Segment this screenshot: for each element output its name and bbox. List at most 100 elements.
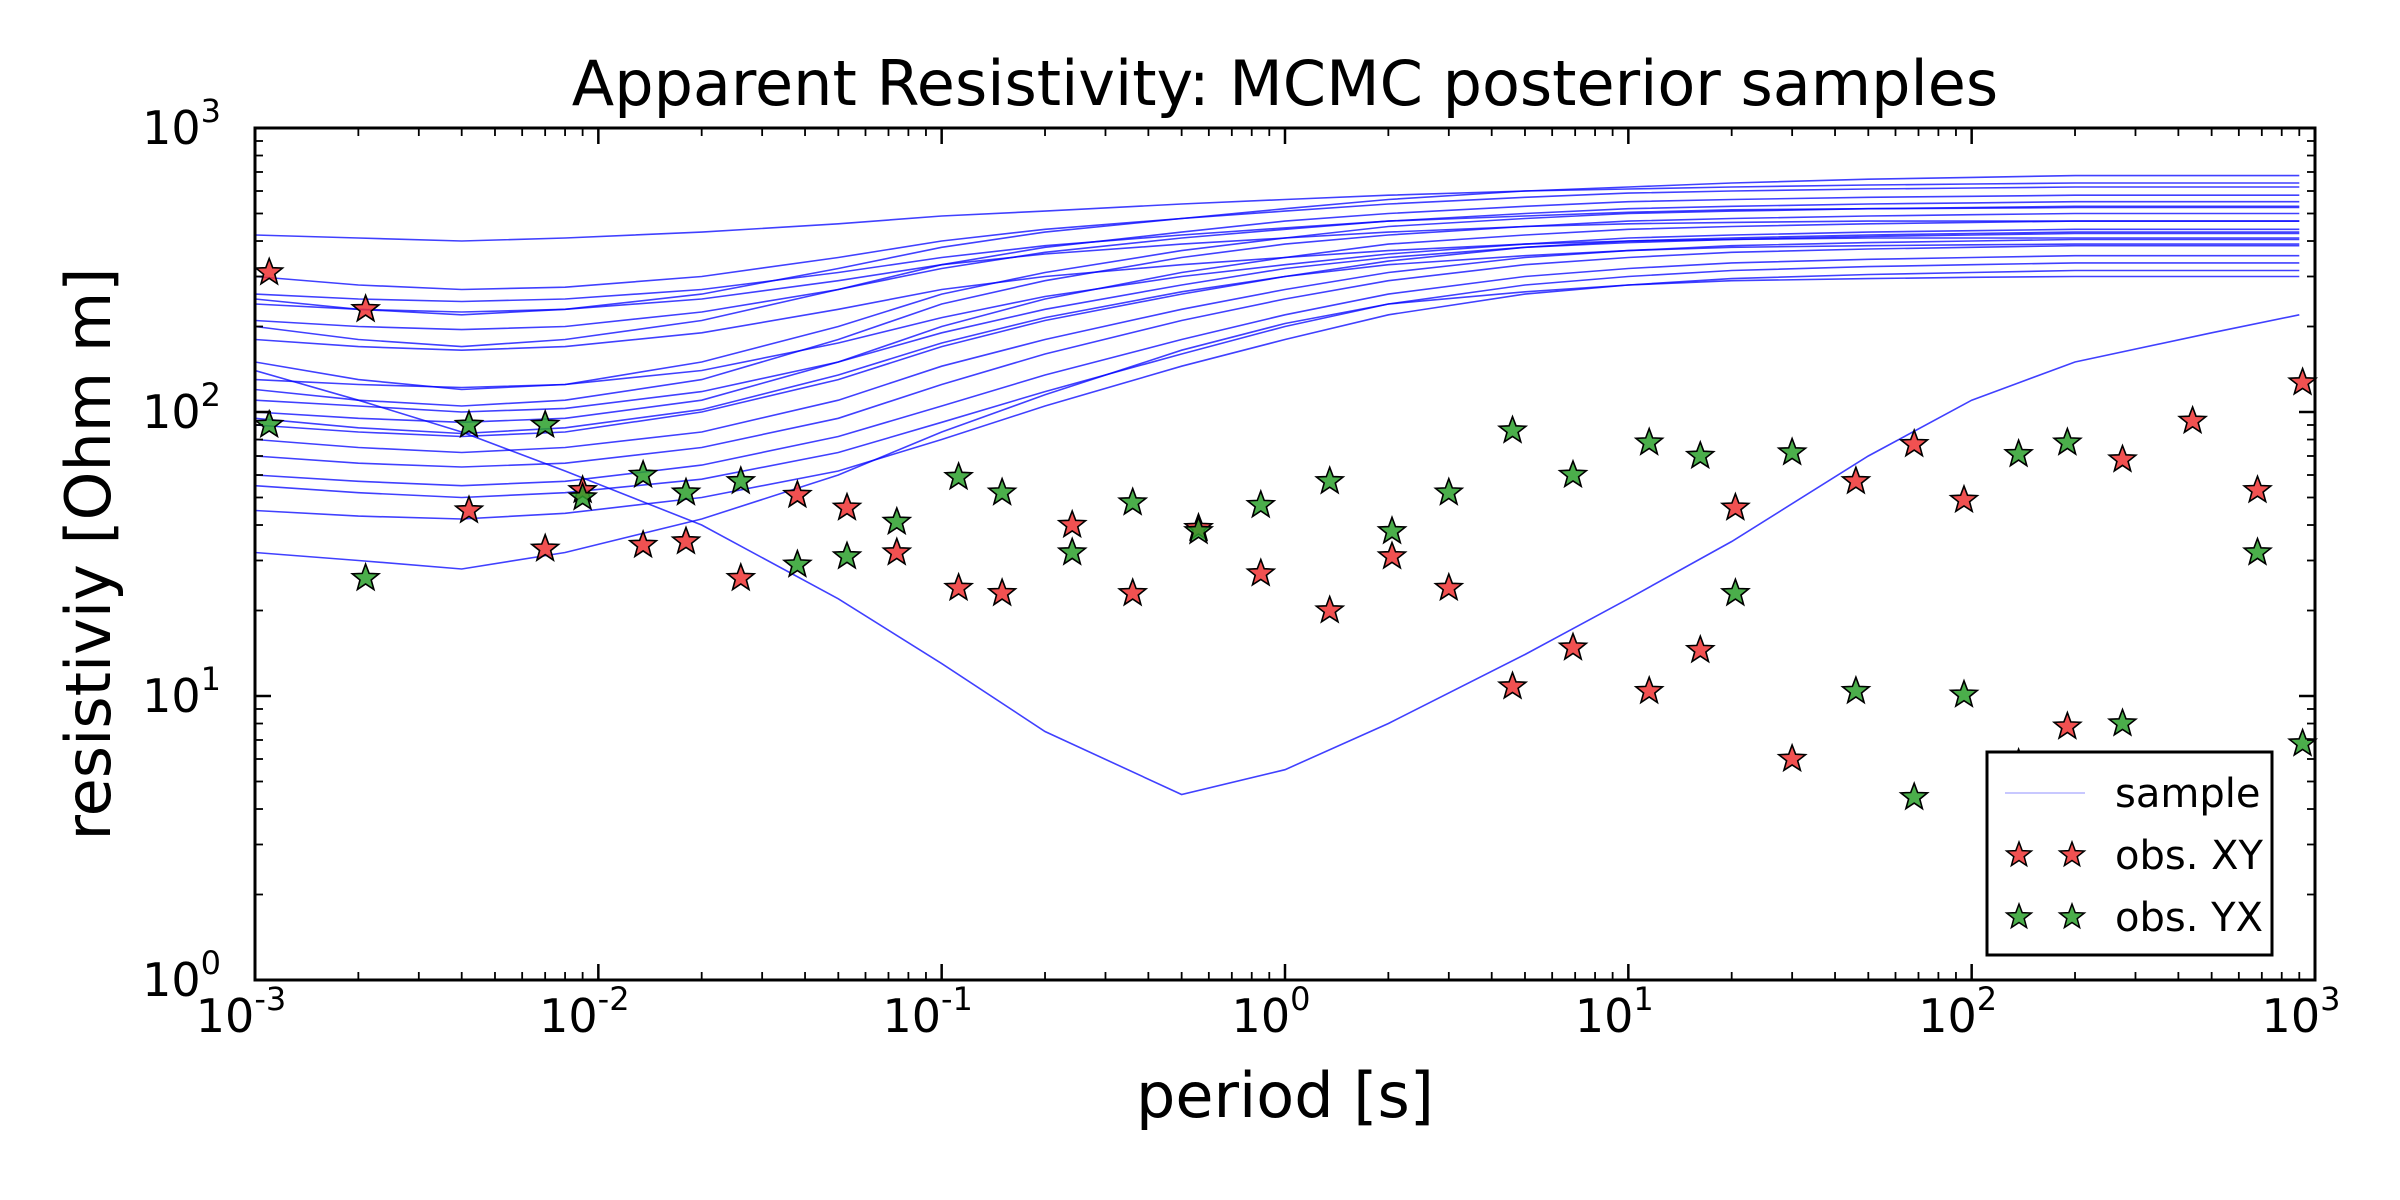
x-tick-label: 10-2: [539, 980, 629, 1043]
obs-yx-point: [986, 476, 1018, 506]
obs-xy-point: [1376, 540, 1408, 570]
obs-xy-point: [670, 525, 702, 555]
obs-yx-point: [350, 561, 382, 592]
obs-yx-point: [253, 408, 285, 439]
obs-xy-point: [725, 561, 757, 592]
obs-yx-point: [1898, 781, 1930, 811]
sample-line: [255, 275, 2300, 570]
obs-yx-point: [2107, 707, 2138, 737]
obs-yx-point: [670, 476, 702, 506]
legend-frame: [1985, 750, 2274, 957]
obs-yx-point: [1684, 439, 1716, 470]
obs-xy-point: [2051, 710, 2083, 740]
obs-yx-point: [567, 481, 599, 511]
x-tick-label: 10-3: [196, 980, 286, 1043]
obs-yx-point: [2003, 437, 2035, 468]
sample-line: [255, 212, 2300, 407]
obs-yx-point: [1776, 436, 1808, 466]
sample-line: [255, 314, 2300, 796]
sample-line: [255, 182, 2300, 242]
legend-star-swatch: [2057, 901, 2087, 930]
obs-xy-point: [1898, 427, 1930, 458]
sample-line: [255, 262, 2300, 499]
obs-yx-point: [1314, 464, 1346, 495]
y-tick-label: 100: [142, 944, 221, 1007]
obs-yx-point: [1056, 536, 1088, 566]
obs-xy-point: [1496, 670, 1529, 700]
x-tick-label: 10-1: [882, 980, 972, 1043]
sample-line: [255, 220, 2300, 313]
sample-line: [255, 186, 2300, 291]
obs-yx-point: [2287, 727, 2319, 757]
obs-yx-point: [1497, 414, 1529, 444]
obs-xy-point: [781, 478, 813, 509]
obs-xy-point: [831, 491, 863, 521]
obs-xy-point: [881, 536, 913, 566]
obs-xy-point: [1684, 633, 1716, 664]
sample-line: [255, 200, 2300, 331]
y-tick-label: 103: [142, 92, 221, 155]
obs-xy-point: [453, 494, 485, 524]
x-tick-label: 102: [1918, 980, 1997, 1043]
obs-xy-point: [1314, 594, 1346, 624]
obs-xy-point: [943, 571, 975, 602]
obs-yx-point: [1376, 514, 1408, 545]
obs-xy-point: [2287, 366, 2319, 396]
y-axis-label: resistiviy [Ohm m]: [52, 268, 125, 841]
obs-xy-point: [1948, 483, 1980, 514]
obs-yx-point: [1433, 476, 1465, 506]
obs-xy-point: [1840, 464, 1872, 495]
sample-line: [255, 244, 2300, 468]
obs-xy-point: [2242, 474, 2273, 504]
x-axis-label: period [s]: [1136, 1059, 1434, 1132]
obs-yx-point: [1557, 458, 1589, 489]
obs-yx-point: [2242, 536, 2273, 566]
obs-yx-point: [831, 540, 863, 570]
sample-line: [255, 254, 2300, 487]
obs-xy-point: [1557, 631, 1589, 661]
chart-title: Apparent Resistivity: MCMC posterior sam…: [572, 47, 1998, 120]
obs-xy-point: [1245, 557, 1277, 587]
obs-yx-point: [725, 464, 757, 495]
obs-xy-point: [2177, 404, 2209, 435]
y-tick-label: 102: [142, 376, 221, 439]
legend-label: obs. YX: [2115, 895, 2263, 941]
obs-yx-point: [1719, 577, 1751, 607]
x-tick-label: 100: [1232, 980, 1311, 1043]
observation-points: [253, 256, 2319, 811]
obs-xy-point: [986, 577, 1018, 607]
legend-star-swatch: [2057, 839, 2087, 868]
obs-xy-point: [1056, 508, 1088, 539]
legend-star-swatch: [2004, 901, 2034, 930]
sample-line: [255, 232, 2300, 413]
sample-line: [255, 237, 2300, 352]
sample-line: [255, 238, 2300, 454]
y-tick-label: 101: [142, 660, 221, 723]
obs-yx-point: [2051, 426, 2083, 456]
obs-xy-point: [1776, 742, 1808, 773]
obs-xy-point: [350, 293, 382, 323]
sample-line: [255, 206, 2300, 303]
obs-yx-point: [781, 548, 813, 578]
sample-lines: [255, 174, 2300, 796]
obs-xy-point: [627, 528, 659, 559]
obs-xy-point: [1433, 571, 1465, 602]
obs-xy-point: [253, 256, 285, 286]
obs-yx-point: [529, 408, 561, 439]
obs-yx-point: [1183, 514, 1215, 545]
sample-line: [255, 269, 2300, 520]
x-tick-label: 103: [2262, 980, 2341, 1043]
obs-yx-point: [1840, 674, 1872, 705]
legend-star-swatch: [2004, 839, 2034, 868]
obs-yx-point: [627, 458, 659, 489]
obs-xy-point: [1633, 674, 1665, 705]
obs-yx-point: [453, 408, 485, 439]
obs-yx-point: [1948, 678, 1980, 708]
sample-line: [255, 194, 2300, 348]
obs-xy-point: [2107, 443, 2138, 473]
legend: sample obs. XY obs. YX: [1985, 750, 2274, 957]
obs-xy-point: [1117, 577, 1149, 607]
axis-ticks: 10-3 10-2 10-1 100 101 102 103 100 101 102 103: [142, 92, 2340, 1043]
